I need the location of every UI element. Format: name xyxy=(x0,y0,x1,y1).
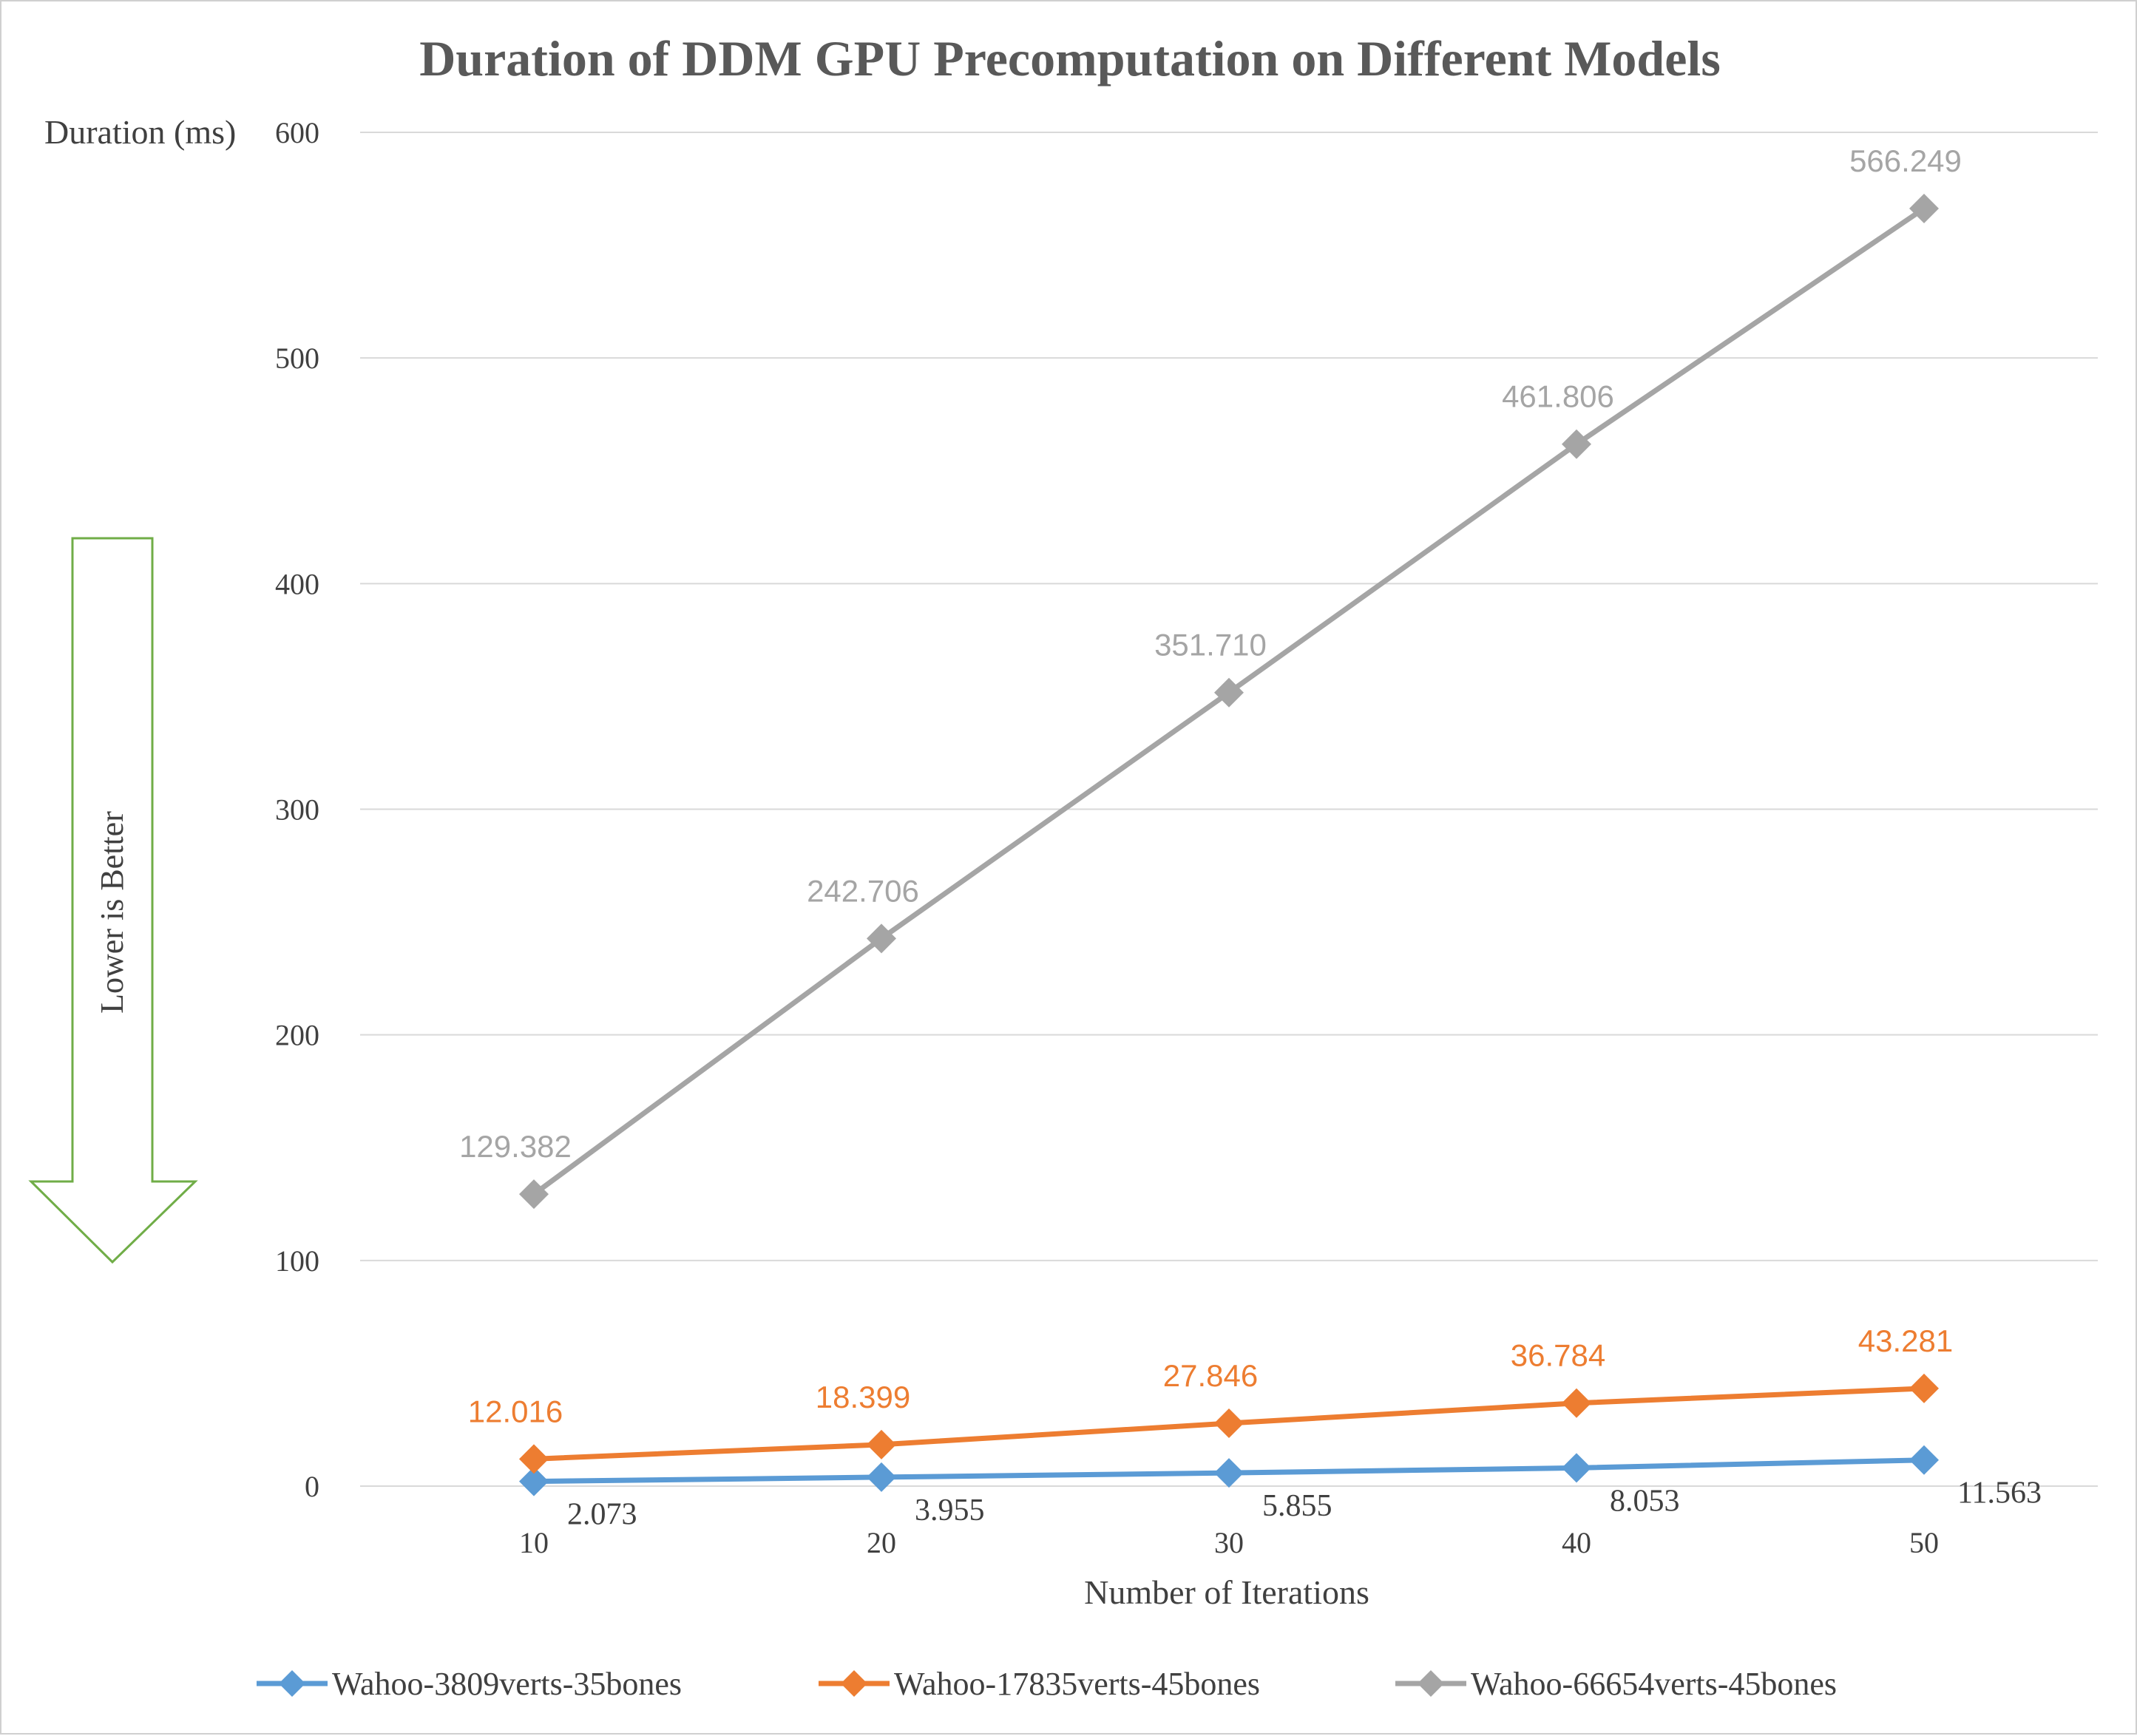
data-label: 8.053 xyxy=(1610,1484,1680,1518)
data-label: 461.806 xyxy=(1502,379,1614,414)
x-tick-label: 20 xyxy=(867,1526,896,1559)
lower-is-better-annotation: Lower is Better xyxy=(28,537,198,1264)
data-point-marker xyxy=(867,923,896,954)
y-tick-label: 100 xyxy=(275,1244,319,1278)
data-point-marker xyxy=(1909,1373,1939,1403)
x-tick-label: 40 xyxy=(1562,1526,1591,1559)
data-point-marker xyxy=(1214,1458,1244,1488)
data-point-marker xyxy=(867,1429,896,1459)
data-label: 129.382 xyxy=(459,1129,572,1164)
legend-label: Wahoo-17835verts-45bones xyxy=(894,1666,1260,1702)
data-label: 18.399 xyxy=(816,1380,910,1414)
data-point-marker xyxy=(1562,429,1591,459)
legend: Wahoo-3809verts-35bones Wahoo-17835verts-… xyxy=(257,1666,1837,1702)
data-point-marker xyxy=(1562,1453,1591,1483)
data-point-marker xyxy=(867,1462,896,1492)
y-tick-label: 200 xyxy=(275,1019,319,1052)
y-tick-label: 500 xyxy=(275,342,319,375)
data-label: 12.016 xyxy=(468,1394,563,1428)
legend-label: Wahoo-3809verts-35bones xyxy=(332,1666,682,1702)
data-point-marker xyxy=(1909,193,1939,223)
x-tick-label: 50 xyxy=(1909,1526,1939,1559)
x-tick-label: 30 xyxy=(1214,1526,1244,1559)
data-label: 43.281 xyxy=(1858,1323,1953,1358)
series-3 xyxy=(519,193,1939,1210)
y-tick-label: 300 xyxy=(275,793,319,827)
data-point-marker xyxy=(1214,1408,1244,1439)
data-label: 11.563 xyxy=(1957,1476,2042,1510)
x-axis-label: Number of Iterations xyxy=(1084,1573,1369,1611)
y-tick-label: 400 xyxy=(275,567,319,600)
y-axis-label: Duration (ms) xyxy=(44,113,236,151)
legend-marker xyxy=(279,1670,305,1697)
y-axis-ticks: 0 100 200 300 400 500 600 xyxy=(275,116,319,1503)
data-label: 242.706 xyxy=(807,873,919,908)
data-label: 36.784 xyxy=(1511,1338,1605,1373)
data-point-marker xyxy=(519,1466,549,1496)
data-labels: 2.073 3.955 5.855 8.053 11.563 12.016 18.399 27… xyxy=(459,143,2042,1532)
y-tick-label: 600 xyxy=(275,116,319,149)
y-tick-label: 0 xyxy=(305,1470,319,1503)
data-label: 2.073 xyxy=(567,1498,637,1532)
series-1 xyxy=(519,1445,1939,1496)
annotation-label: Lower is Better xyxy=(94,811,130,1014)
data-label: 3.955 xyxy=(915,1493,985,1528)
x-axis-ticks: 10 20 30 40 50 xyxy=(519,1526,1939,1559)
legend-item: Wahoo-17835verts-45bones xyxy=(819,1666,1260,1702)
legend-marker xyxy=(841,1670,867,1697)
legend-item: Wahoo-66654verts-45bones xyxy=(1395,1666,1837,1702)
data-label: 351.710 xyxy=(1154,628,1267,662)
data-point-marker xyxy=(1214,677,1244,708)
series-2 xyxy=(519,1373,1939,1474)
legend-label: Wahoo-66654verts-45bones xyxy=(1471,1666,1837,1702)
data-point-marker xyxy=(519,1179,549,1210)
data-label: 27.846 xyxy=(1163,1358,1258,1393)
data-point-marker xyxy=(519,1444,549,1474)
legend-marker xyxy=(1418,1670,1444,1697)
legend-item: Wahoo-3809verts-35bones xyxy=(257,1666,682,1702)
x-tick-label: 10 xyxy=(519,1526,549,1559)
data-label: 5.855 xyxy=(1262,1489,1332,1523)
data-point-marker xyxy=(1909,1445,1939,1475)
data-label: 566.249 xyxy=(1849,143,1962,178)
chart-title: Duration of DDM GPU Precomputation on Di… xyxy=(419,30,1721,87)
data-point-marker xyxy=(1562,1388,1591,1418)
series-group xyxy=(519,193,1939,1496)
gridlines xyxy=(360,132,2098,1487)
down-arrow-icon xyxy=(28,537,198,1264)
